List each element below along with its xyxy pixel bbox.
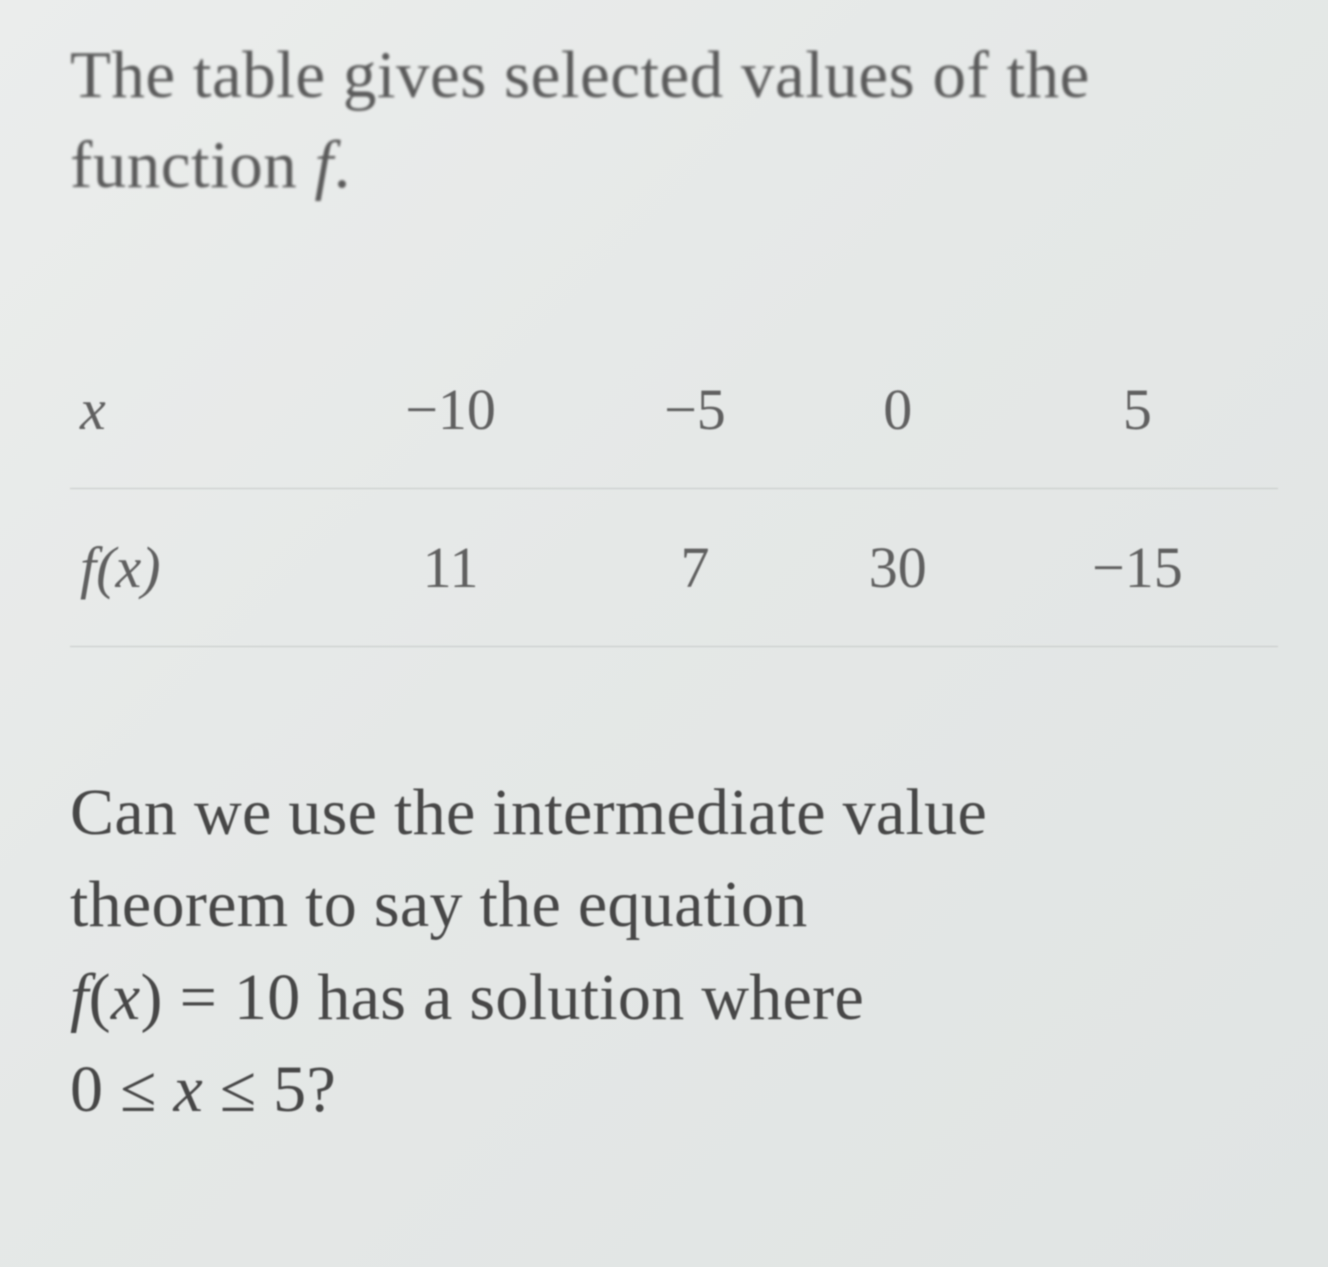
- table-row: x −10 −5 0 5: [70, 331, 1278, 489]
- intro-line1: The table gives selected values of the: [70, 38, 1090, 112]
- inequality: 0 ≤ x ≤ 5: [70, 1053, 306, 1126]
- table-cell: 7: [591, 488, 799, 646]
- inequality-suffix: ?: [306, 1053, 336, 1126]
- intro-text: The table gives selected values of the f…: [70, 30, 1278, 211]
- question-line1: Can we use the intermediate value: [70, 776, 987, 849]
- table-row: f(x) 11 7 30 −15: [70, 488, 1278, 646]
- row-label-fx: f(x): [70, 488, 310, 646]
- table-cell: 0: [799, 331, 997, 489]
- row-label-x: x: [70, 331, 310, 489]
- table-cell: 30: [799, 488, 997, 646]
- question-text: Can we use the intermediate value theore…: [70, 767, 1278, 1137]
- intro-line2-suffix: .: [334, 128, 351, 202]
- table-cell: 11: [310, 488, 591, 646]
- intro-line2-prefix: function: [70, 128, 315, 202]
- intro-function-name: f: [315, 128, 334, 202]
- question-line3-suffix: has a solution where: [301, 961, 865, 1034]
- values-table: x −10 −5 0 5 f(x) 11 7 30 −15: [70, 331, 1278, 647]
- table-cell: −5: [591, 331, 799, 489]
- table-cell: −15: [997, 488, 1278, 646]
- table-cell: 5: [997, 331, 1278, 489]
- question-line2: theorem to say the equation: [70, 868, 808, 941]
- page-root: The table gives selected values of the f…: [0, 0, 1328, 1267]
- table-cell: −10: [310, 331, 591, 489]
- equation: f(x) = 10: [70, 961, 301, 1034]
